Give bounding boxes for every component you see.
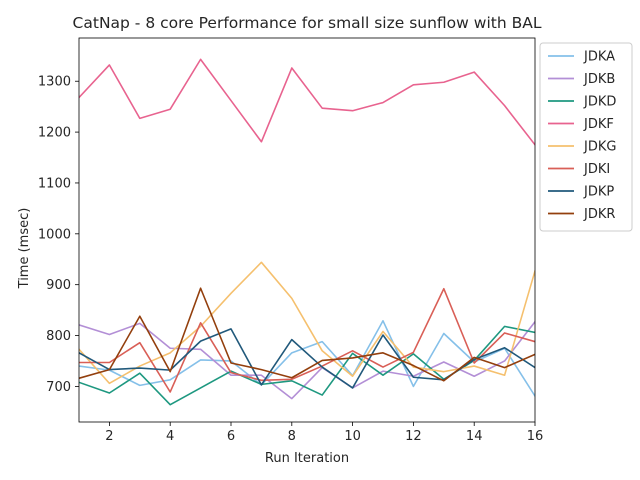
series-line-jdki	[79, 287, 535, 393]
y-tick-label: 1100	[38, 176, 71, 191]
series-line-jdkf	[79, 58, 535, 146]
x-tick-label: 4	[166, 429, 174, 444]
y-axis-label: Time (msec)	[17, 208, 32, 290]
series-line-jdkd	[79, 325, 535, 406]
legend-label-jdkg: JDKG	[583, 140, 616, 155]
legend-label-jdka: JDKA	[583, 50, 615, 65]
legend: JDKA JDKB JDKD JDKF JDKG JDKI JDKP JDKR	[539, 42, 633, 232]
y-tick-label: 1000	[38, 227, 71, 242]
legend-label-jdki: JDKI	[583, 162, 610, 177]
x-axis-label: Run Iteration	[265, 451, 349, 466]
x-tick-label: 10	[344, 429, 361, 444]
legend-label-jdkf: JDKF	[583, 117, 614, 132]
series-line-jdkp	[79, 328, 535, 389]
series-line-jdka	[79, 319, 535, 398]
legend-box	[539, 42, 633, 232]
chart-title: CatNap - 8 core Performance for small si…	[73, 14, 542, 32]
y-tick-label: 800	[46, 329, 71, 344]
x-tick-label: 16	[527, 429, 544, 444]
x-tick-label: 14	[466, 429, 483, 444]
plot-area	[79, 58, 535, 406]
y-tick-label: 1300	[38, 75, 71, 90]
y-tick-label: 700	[46, 380, 71, 395]
legend-label-jdkp: JDKP	[583, 185, 614, 200]
x-axis: 2 4 6 8 10 12 14 16	[105, 422, 543, 444]
x-tick-label: 8	[288, 429, 296, 444]
legend-label-jdkd: JDKD	[583, 95, 616, 110]
legend-label-jdkr: JDKR	[583, 207, 615, 222]
legend-label-jdkb: JDKB	[583, 72, 615, 87]
y-tick-label: 900	[46, 278, 71, 293]
x-tick-label: 12	[405, 429, 422, 444]
plot-frame	[78, 37, 536, 423]
x-tick-label: 6	[227, 429, 235, 444]
series-line-jdkr	[79, 287, 535, 382]
x-tick-label: 2	[105, 429, 113, 444]
y-axis: 700 800 900 1000 1100 1200 1300	[38, 75, 79, 395]
y-tick-label: 1200	[38, 126, 71, 141]
